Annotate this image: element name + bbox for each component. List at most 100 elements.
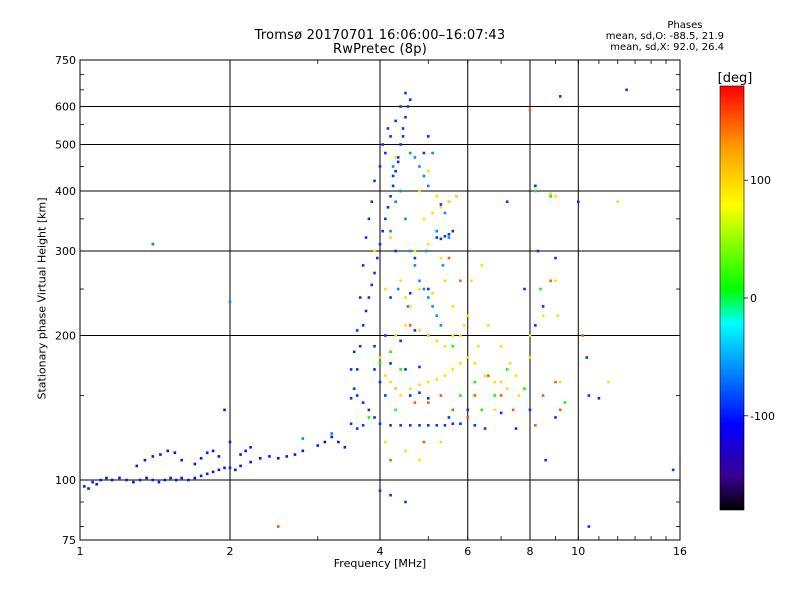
data-point — [443, 424, 447, 427]
data-point — [373, 368, 376, 371]
data-point — [276, 456, 280, 460]
data-point — [435, 378, 439, 381]
data-point — [422, 151, 426, 155]
x-tick-label: 2 — [227, 545, 234, 558]
data-point — [408, 424, 412, 427]
data-point — [451, 305, 455, 308]
data-point — [426, 401, 430, 404]
data-point — [587, 525, 591, 528]
data-point — [293, 453, 297, 456]
x-tick-label: 8 — [527, 545, 534, 558]
data-point — [358, 344, 362, 348]
data-point — [367, 408, 371, 412]
data-point — [426, 397, 430, 400]
data-point — [163, 478, 167, 482]
colorbar-ticks: 100 0 -100 — [744, 174, 775, 423]
data-point — [466, 408, 470, 412]
data-point — [159, 453, 162, 456]
data-point — [373, 271, 376, 275]
y-tick-label: 600 — [55, 101, 76, 114]
data-point — [193, 462, 197, 466]
data-point — [439, 256, 443, 260]
data-point — [394, 200, 397, 204]
data-point — [558, 95, 562, 98]
data-point — [361, 424, 365, 427]
data-point — [473, 380, 477, 384]
data-point — [404, 91, 407, 95]
data-point — [223, 408, 226, 412]
data-point — [404, 500, 407, 504]
data-point — [418, 424, 421, 427]
data-point — [401, 127, 405, 130]
data-point — [349, 368, 353, 371]
data-point — [418, 391, 421, 395]
data-point — [239, 464, 242, 468]
data-point — [370, 283, 374, 287]
data-point — [536, 249, 540, 253]
data-point — [180, 476, 184, 480]
data-point — [143, 458, 147, 462]
data-point — [597, 397, 601, 400]
data-point — [355, 427, 359, 430]
data-point — [473, 424, 477, 427]
data-point — [151, 455, 155, 458]
data-point — [375, 256, 379, 260]
data-point — [157, 480, 161, 484]
data-point — [408, 305, 412, 308]
data-point — [459, 279, 462, 283]
data-point — [91, 480, 94, 484]
data-point — [378, 165, 382, 168]
data-point — [426, 184, 430, 188]
data-point — [514, 374, 518, 377]
data-point — [396, 287, 400, 291]
data-point — [585, 356, 589, 359]
data-point — [396, 160, 400, 164]
data-point — [138, 478, 142, 482]
data-point — [228, 440, 232, 444]
data-point — [370, 200, 374, 204]
data-point — [447, 256, 451, 260]
data-point — [135, 464, 139, 468]
data-point — [389, 350, 392, 354]
data-point — [508, 362, 512, 365]
data-point — [426, 296, 430, 299]
data-point — [386, 127, 390, 130]
data-point — [408, 324, 412, 327]
data-point — [435, 424, 439, 427]
data-point — [408, 98, 412, 101]
data-point — [378, 356, 382, 359]
data-point — [473, 362, 477, 365]
data-point — [462, 324, 466, 327]
data-point — [556, 314, 560, 317]
data-point — [541, 394, 545, 397]
data-point — [399, 394, 402, 397]
data-point — [301, 449, 305, 453]
data-point — [352, 350, 356, 354]
data-point — [459, 362, 462, 365]
data-point — [355, 368, 359, 371]
data-point — [480, 408, 484, 412]
data-point — [505, 368, 509, 371]
data-point — [355, 394, 359, 397]
data-point — [451, 334, 455, 337]
data-point — [483, 427, 487, 430]
data-point — [477, 344, 480, 348]
data-point — [539, 287, 542, 291]
data-point — [381, 229, 384, 233]
data-point — [349, 422, 353, 426]
data-point — [431, 211, 434, 215]
data-point — [534, 324, 537, 327]
data-point — [389, 229, 392, 233]
chart-subtitle: RwPretec (8p) — [333, 42, 427, 57]
data-point — [554, 279, 557, 283]
data-point — [534, 189, 537, 193]
data-point — [418, 287, 421, 291]
data-point — [554, 416, 557, 419]
data-point — [394, 387, 397, 390]
data-point — [493, 380, 497, 384]
data-point — [394, 334, 397, 337]
data-point — [443, 211, 447, 215]
data-point — [426, 135, 430, 138]
data-point — [384, 440, 387, 444]
data-point — [391, 184, 395, 188]
